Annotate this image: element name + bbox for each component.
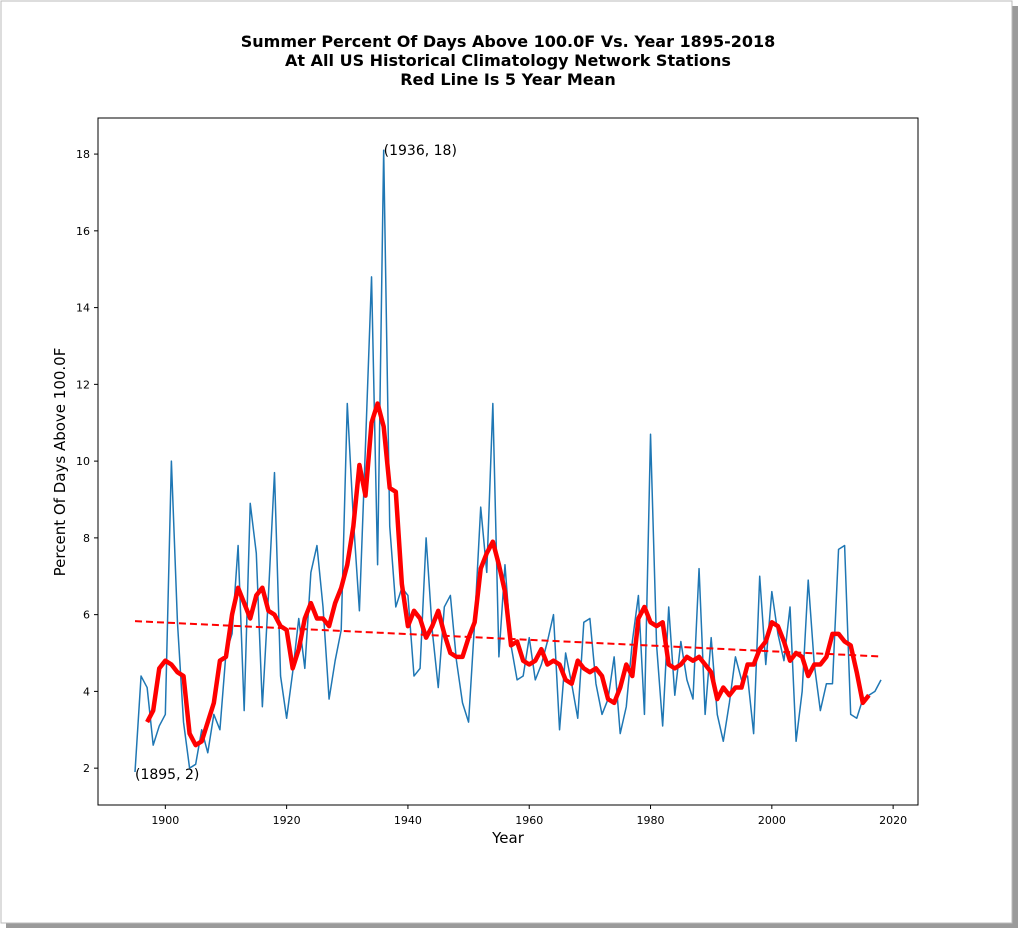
trend-line [134,620,882,658]
y-tick-label: 16 [76,225,90,238]
y-axis-label: Percent Of Days Above 100.0F [51,348,69,577]
y-tick-label: 6 [83,609,90,622]
y-tick-label: 14 [76,302,90,315]
y-tick-label: 18 [76,148,90,161]
x-axis-label: Year [491,829,525,847]
x-tick-label: 1920 [273,814,301,827]
x-tick-label: 1980 [637,814,665,827]
y-tick-label: 8 [83,532,90,545]
y-tick-label: 2 [83,762,90,775]
chart-title: At All US Historical Climatology Network… [285,51,731,70]
x-tick-label: 1900 [151,814,179,827]
x-tick-label: 2000 [758,814,786,827]
x-tick-label: 1960 [515,814,543,827]
plot-frame [97,117,919,806]
annotation: (1936, 18) [384,143,457,159]
chart-title: Red Line Is 5 Year Mean [400,70,616,89]
x-tick-label: 2020 [879,814,907,827]
annotation: (1895, 2) [135,767,199,783]
data-line [145,401,871,748]
panel [0,0,1013,924]
y-tick-label: 12 [76,378,90,391]
x-tick-label: 1940 [394,814,422,827]
y-tick-label: 10 [76,455,90,468]
chart-title: Summer Percent Of Days Above 100.0F Vs. … [241,32,776,51]
y-tick-label: 4 [83,685,90,698]
